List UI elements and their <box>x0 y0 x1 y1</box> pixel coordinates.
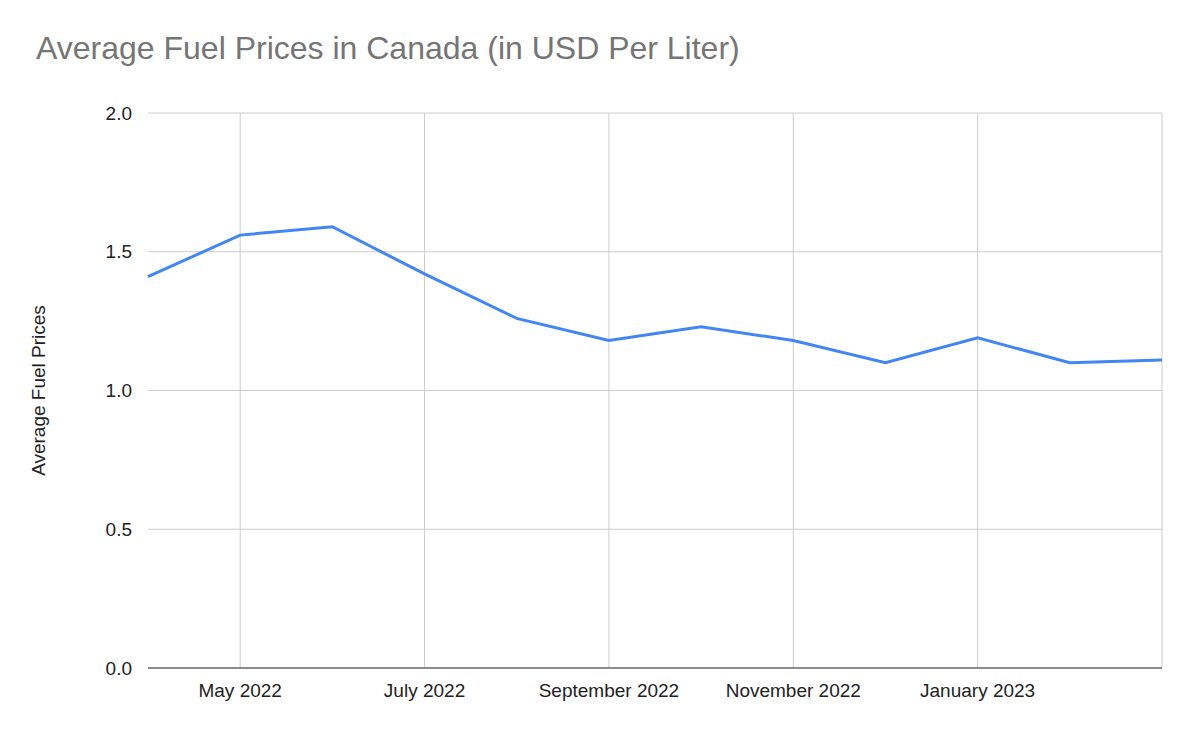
svg-text:May 2022: May 2022 <box>198 680 281 701</box>
svg-text:0.0: 0.0 <box>106 658 132 679</box>
svg-text:November 2022: November 2022 <box>726 680 861 701</box>
svg-text:July 2022: July 2022 <box>384 680 465 701</box>
svg-text:September 2022: September 2022 <box>539 680 680 701</box>
svg-text:2.0: 2.0 <box>106 103 132 124</box>
svg-text:1.0: 1.0 <box>106 380 132 401</box>
html-text:Average Fuel Prices in Canada: Average Fuel Prices in Canada (in USD Pe… <box>36 30 740 66</box>
svg-text:1.5: 1.5 <box>106 241 132 262</box>
svg-text:Average Fuel Prices: Average Fuel Prices <box>28 305 49 476</box>
svg-text:January 2023: January 2023 <box>920 680 1035 701</box>
svg-text:0.5: 0.5 <box>106 519 132 540</box>
